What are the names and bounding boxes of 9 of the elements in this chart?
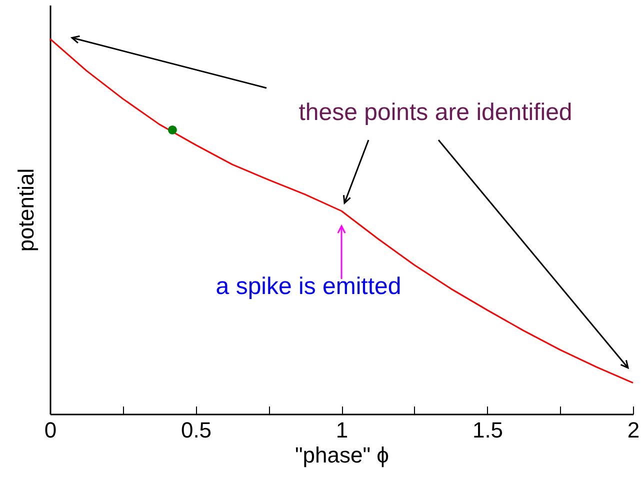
annotation: these points are identified bbox=[298, 99, 572, 126]
x-tick-label: 2 bbox=[627, 418, 640, 442]
x-axis-title: "phase" ϕ bbox=[295, 442, 389, 468]
x-tick-label: 1 bbox=[336, 418, 348, 442]
x-tick-label: 1.5 bbox=[472, 418, 504, 442]
x-tick-label: 0 bbox=[44, 418, 57, 442]
y-axis-title: potential bbox=[14, 168, 38, 252]
x-tick-label: 0.5 bbox=[180, 418, 212, 442]
annotation: a spike is emitted bbox=[216, 273, 402, 300]
